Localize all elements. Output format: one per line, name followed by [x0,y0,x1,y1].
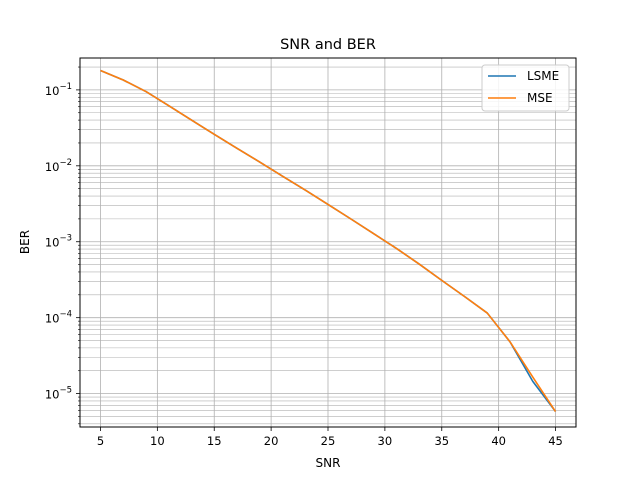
y-tick-label: 10−2 [45,158,72,174]
chart-title: SNR and BER [280,37,376,53]
y-tick-label: 10−5 [45,386,72,402]
x-tick-label: 15 [207,434,222,448]
y-axis: 10−5 10−4 10−3 10−2 10−1 [45,66,80,425]
legend: LSME MSE [481,64,570,112]
x-tick-label: 30 [378,434,393,448]
legend-label-mse: MSE [527,91,553,105]
series-line-mse [100,69,557,412]
plot-lines [100,69,557,413]
y-axis-label: BER [18,230,32,254]
x-tick-label: 35 [434,434,449,448]
x-tick-label: 25 [321,434,336,448]
x-axis: 5 10 15 20 25 30 35 40 45 [97,427,563,448]
legend-label-lsme: LSME [527,69,559,83]
x-tick-label: 10 [150,434,165,448]
x-tick-label: 45 [548,434,563,448]
y-tick-label: 10−1 [45,82,72,98]
x-tick-label: 40 [491,434,506,448]
x-tick-label: 5 [97,434,104,448]
x-axis-label: SNR [316,456,341,470]
grid [80,58,576,427]
y-tick-label: 10−4 [45,310,72,326]
y-tick-label: 10−3 [45,234,72,250]
x-tick-label: 20 [264,434,279,448]
